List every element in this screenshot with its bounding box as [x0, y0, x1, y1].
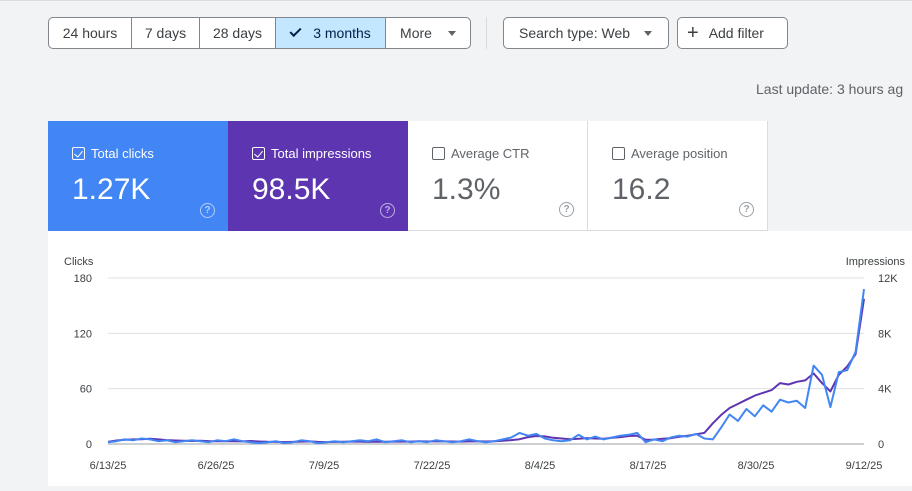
right-axis-title: Impressions [846, 256, 906, 268]
metric-value: 98.5K [252, 173, 331, 206]
right-axis-tick: 0 [878, 439, 884, 451]
dropdown-arrow-icon [447, 30, 456, 36]
metric-card-total-clicks[interactable]: Total clicks 1.27K ? [48, 121, 228, 231]
checkbox-checked-icon[interactable] [252, 147, 265, 160]
dropdown-arrow-icon [644, 30, 653, 36]
performance-chart: Clicks Impressions 180 12K 120 8K 60 4K 0 0 6/13… [48, 231, 912, 486]
x-axis-tick: 7/9/25 [309, 460, 340, 472]
right-axis-tick: 12K [878, 273, 898, 285]
metric-value: 16.2 [612, 173, 671, 206]
right-axis-tick: 8K [878, 328, 892, 340]
metric-label: Average CTR [451, 146, 530, 161]
range-3-months-label: 3 months [313, 25, 371, 41]
left-axis-title: Clicks [64, 256, 94, 268]
metric-card-average-ctr[interactable]: Average CTR 1.3% ? [408, 121, 588, 231]
x-axis-tick: 8/17/25 [630, 460, 667, 472]
checkbox-checked-icon[interactable] [72, 147, 85, 160]
range-7-days-button[interactable]: 7 days [132, 18, 200, 48]
range-28-days-button[interactable]: 28 days [200, 18, 276, 48]
x-axis-tick: 8/30/25 [738, 460, 775, 472]
range-more-label: More [400, 25, 432, 41]
range-3-months-button[interactable]: 3 months [276, 18, 386, 48]
top-divider [0, 0, 912, 1]
help-icon[interactable]: ? [380, 203, 395, 218]
help-icon[interactable]: ? [739, 202, 754, 217]
checkbox-unchecked-icon[interactable] [432, 147, 445, 160]
last-update-text: Last update: 3 hours ag [756, 81, 904, 97]
date-range-selector: 24 hours 7 days 28 days 3 months More [48, 17, 471, 49]
series-line-impressions [107, 298, 865, 444]
add-filter-label: Add filter [708, 25, 764, 41]
x-axis-tick: 8/4/25 [525, 460, 556, 472]
help-icon[interactable]: ? [200, 203, 215, 218]
metric-card-total-impressions[interactable]: Total impressions 98.5K ? [228, 121, 408, 231]
plus-icon: + [687, 22, 699, 44]
chart-canvas: Clicks Impressions 180 12K 120 8K 60 4K 0 0 6/13… [64, 256, 906, 472]
x-axis-tick: 9/12/25 [846, 460, 883, 472]
left-axis-tick: 60 [80, 384, 92, 396]
metric-value: 1.27K [72, 173, 151, 206]
left-axis-tick: 180 [74, 273, 92, 285]
right-axis-tick: 4K [878, 384, 892, 396]
x-axis-tick: 6/26/25 [198, 460, 235, 472]
series-line-clicks [107, 288, 865, 445]
left-axis-tick: 120 [74, 328, 92, 340]
help-icon[interactable]: ? [559, 202, 574, 217]
metric-card-average-position[interactable]: Average position 16.2 ? [588, 121, 768, 231]
search-type-label: Search type: Web [519, 25, 631, 41]
add-filter-button[interactable]: + Add filter [677, 17, 788, 49]
range-24-hours-button[interactable]: 24 hours [49, 18, 132, 48]
search-type-dropdown[interactable]: Search type: Web [503, 17, 669, 49]
metric-label: Average position [631, 146, 728, 161]
checkmark-icon [289, 24, 302, 38]
x-axis-tick: 6/13/25 [90, 460, 127, 472]
left-axis-tick: 0 [86, 439, 92, 451]
toolbar-divider [486, 17, 487, 49]
range-more-dropdown[interactable]: More [386, 18, 470, 48]
x-axis-tick: 7/22/25 [414, 460, 451, 472]
metric-label: Total clicks [91, 146, 154, 161]
checkbox-unchecked-icon[interactable] [612, 147, 625, 160]
metric-value: 1.3% [432, 173, 501, 206]
metric-label: Total impressions [271, 146, 372, 161]
